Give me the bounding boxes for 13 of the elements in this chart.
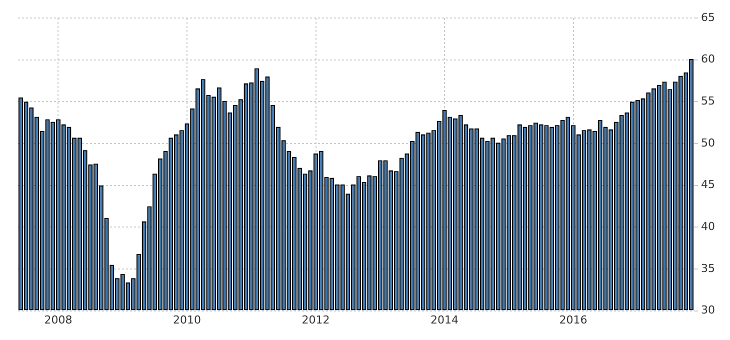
y-tick-label: 55 <box>701 94 716 108</box>
y-tick-label: 40 <box>701 220 716 233</box>
y-tick-label: 50 <box>701 136 716 150</box>
x-tick-label: 2016 <box>559 313 588 326</box>
y-tick-label: 45 <box>701 178 716 192</box>
x-tick-label: 2010 <box>173 313 201 326</box>
y-tick-label: 35 <box>701 262 716 275</box>
x-tick-label: 2012 <box>302 313 330 326</box>
y-tick-label: 30 <box>701 304 716 317</box>
x-tick-label: 2014 <box>430 313 459 326</box>
x-tick-label: 2008 <box>44 313 72 326</box>
y-tick-label: 60 <box>701 52 716 66</box>
y-tick-label: 65 <box>701 10 716 24</box>
